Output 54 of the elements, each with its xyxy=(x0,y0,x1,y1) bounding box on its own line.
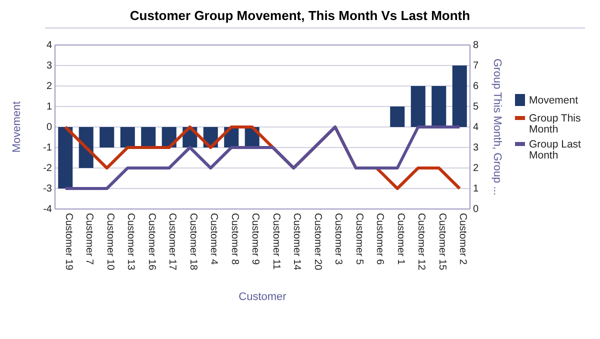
x-tick-label: Customer 5 xyxy=(353,213,364,266)
y2-tick-label: 4 xyxy=(473,122,479,134)
y2-tick-label: 7 xyxy=(473,60,479,72)
x-tick-label: Customer 4 xyxy=(208,213,220,266)
legend-label: Group This Month xyxy=(529,112,581,136)
chart-title: Customer Group Movement, This Month Vs Last Month xyxy=(130,8,470,23)
y2-tick-label: 6 xyxy=(473,81,479,92)
bar xyxy=(390,106,405,127)
y-tick-label: -4 xyxy=(43,204,52,216)
y2-tick-label: 3 xyxy=(473,142,479,154)
x-tick-label: Customer 14 xyxy=(291,213,302,271)
y2-axis-title: Group This Month, Group ... xyxy=(491,58,503,196)
x-tick-label: Customer 3 xyxy=(332,213,344,266)
y-tick-label: 4 xyxy=(46,40,52,52)
bar xyxy=(410,86,426,127)
x-tick-label: Customer 2 xyxy=(457,213,468,266)
x-tick-label: Customer 1 xyxy=(394,213,406,266)
x-tick-label: Customer 10 xyxy=(104,213,116,271)
y2-tick-label: 5 xyxy=(473,102,479,113)
y-tick-label: 1 xyxy=(46,102,52,113)
x-tick-label: Customer 17 xyxy=(166,213,178,271)
x-axis-title: Customer xyxy=(238,291,287,303)
bar xyxy=(452,66,467,127)
y-axis-title: Movement xyxy=(11,101,23,153)
bar xyxy=(120,127,135,148)
x-tick-label: Customer 9 xyxy=(250,213,261,266)
line-series xyxy=(64,126,462,190)
y2-tick-label: 2 xyxy=(473,163,479,174)
x-tick-label: Customer 18 xyxy=(187,213,198,271)
x-tick-label: Customer 12 xyxy=(416,213,427,271)
bar xyxy=(58,127,73,188)
legend-label: Movement xyxy=(529,94,578,107)
bar xyxy=(432,86,446,127)
bar xyxy=(100,127,114,148)
y-tick-label: 2 xyxy=(46,81,52,92)
x-tick-label: Customer 15 xyxy=(436,213,448,271)
y2-tick-label: 0 xyxy=(473,204,479,216)
x-tick-label: Customer 11 xyxy=(270,213,282,270)
y-tick-label: -3 xyxy=(43,184,52,195)
y-tick-label: 0 xyxy=(46,122,52,134)
y-tick-label: 3 xyxy=(46,60,52,72)
x-tick-label: Customer 19 xyxy=(62,213,74,271)
x-tick-label: Customer 8 xyxy=(228,213,240,266)
x-tick-label: Customer 6 xyxy=(374,213,386,266)
x-tick-label: Customer 20 xyxy=(312,213,323,271)
y-tick-label: -1 xyxy=(43,142,52,154)
x-tick-label: Customer 7 xyxy=(84,213,95,266)
x-tick-label: Customer 13 xyxy=(125,213,136,271)
legend-label: Group Last Month xyxy=(529,138,582,162)
bar xyxy=(141,127,156,148)
y-tick-label: -2 xyxy=(43,163,52,174)
y2-tick-label: 8 xyxy=(473,40,479,52)
y2-tick-label: 1 xyxy=(473,184,479,195)
x-tick-label: Customer 16 xyxy=(146,213,157,271)
